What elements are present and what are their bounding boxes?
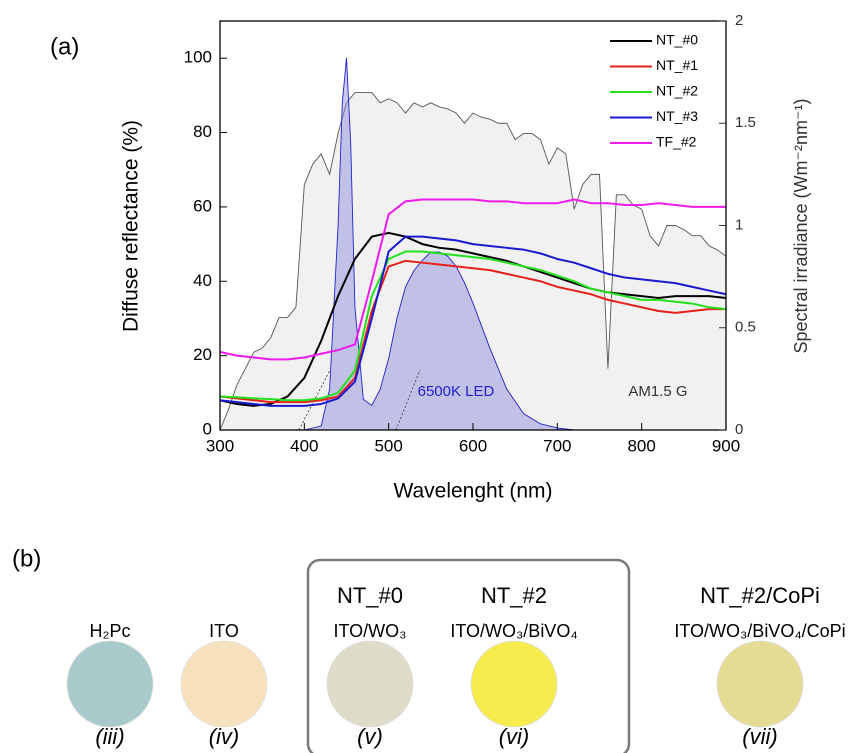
x-tick-label: 500 — [374, 436, 402, 455]
sample-title: NT_#2/CoPi — [700, 583, 820, 608]
sample-title: NT_#2 — [481, 583, 547, 608]
y2-tick-label: 0 — [735, 421, 743, 438]
panel-label: (a) — [50, 33, 79, 60]
area-outline — [304, 57, 575, 431]
annotation: 6500K LED — [418, 383, 495, 400]
sample-numeral: (vi) — [499, 724, 530, 749]
area-fill — [304, 57, 575, 431]
x-tick-label: 600 — [459, 436, 487, 455]
legend-label: NT_#2 — [656, 83, 698, 99]
legend-label: NT_#1 — [656, 57, 698, 73]
y2-axis-label: Spectral irradiance (Wm⁻²nm⁻¹) — [791, 98, 811, 353]
x-axis-label: Wavelenght (nm) — [393, 480, 552, 503]
guide-line — [395, 369, 421, 431]
series-line — [219, 235, 727, 407]
group-box — [306, 558, 631, 753]
y-tick-label: 60 — [193, 196, 212, 215]
sample-numeral: (iii) — [95, 724, 124, 749]
x-tick-label: 700 — [543, 436, 571, 455]
legend-label: NT_#3 — [656, 108, 698, 124]
y-tick-label: 20 — [193, 345, 212, 364]
x-tick-label: 800 — [627, 436, 655, 455]
x-tick-label: 400 — [290, 436, 318, 455]
sample-formula: ITO/WO₃/BiVO₄/CoPi — [674, 621, 845, 641]
series-line — [219, 231, 727, 407]
sample-numeral: (v) — [357, 724, 383, 749]
y2-tick-label: 0.5 — [735, 319, 756, 336]
legend-label: NT_#0 — [656, 32, 698, 48]
y-tick-label: 80 — [193, 122, 212, 141]
sample-disc — [470, 640, 558, 728]
sample-formula: ITO/WO₃/BiVO₄ — [450, 621, 577, 641]
x-tick-label: 900 — [712, 436, 740, 455]
area-outline — [219, 92, 727, 431]
sample-formula: ITO/WO₃ — [334, 621, 407, 641]
series-line — [219, 259, 726, 404]
y-tick-label: 40 — [193, 271, 212, 290]
series-line — [219, 250, 727, 402]
sample-disc — [66, 640, 154, 728]
sample-numeral: (vii) — [742, 724, 777, 749]
y-axis-label: Diffuse reflectance (%) — [120, 120, 143, 332]
panel-label: (b) — [12, 545, 41, 572]
legend-label: TF_#2 — [656, 134, 697, 150]
y-tick-label: 100 — [184, 48, 212, 67]
samples: H₂Pc (iii) ITO (iv) NT_#0 ITO/WO₃ (v) NT_#2 ITO/… — [66, 583, 846, 749]
sample-numeral: (iv) — [209, 724, 240, 749]
sample-disc — [180, 640, 268, 728]
sample-formula: ITO — [209, 621, 239, 641]
y2-tick-label: 1 — [735, 216, 743, 233]
sample-disc — [326, 640, 414, 728]
y2-tick-label: 2 — [735, 12, 743, 29]
sample-formula: H₂Pc — [90, 621, 131, 641]
x-tick-label: 300 — [206, 436, 234, 455]
y-tick-label: 0 — [203, 419, 212, 438]
sample-disc — [716, 640, 804, 728]
series-line — [219, 198, 726, 361]
y2-tick-label: 1.5 — [735, 114, 756, 131]
sample-title: NT_#0 — [337, 583, 403, 608]
annotation: AM1.5 G — [628, 383, 687, 400]
